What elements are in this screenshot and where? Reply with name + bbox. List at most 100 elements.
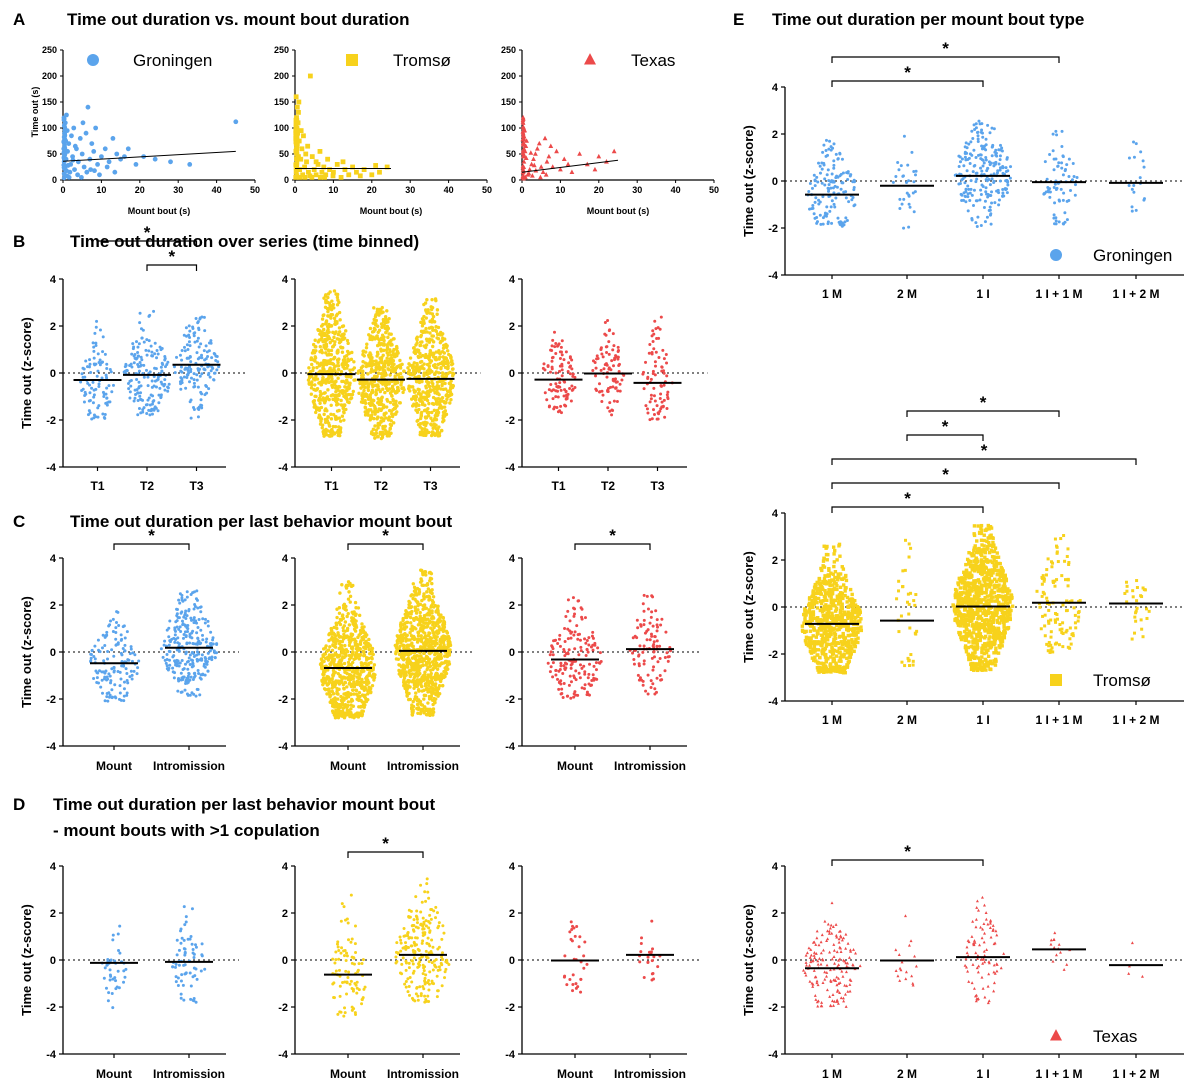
data-point bbox=[406, 658, 409, 661]
data-point bbox=[355, 651, 358, 654]
data-point bbox=[180, 677, 183, 680]
data-point bbox=[419, 340, 422, 343]
y-tick-label: 0 bbox=[282, 647, 288, 659]
data-point bbox=[377, 170, 382, 175]
data-point bbox=[133, 397, 136, 400]
data-point bbox=[176, 690, 179, 693]
data-point bbox=[363, 634, 366, 637]
data-point bbox=[644, 361, 647, 364]
data-point bbox=[360, 400, 363, 403]
data-point bbox=[420, 679, 423, 682]
data-point bbox=[186, 626, 189, 629]
data-point bbox=[544, 391, 547, 394]
data-point bbox=[545, 398, 548, 401]
data-point bbox=[420, 620, 423, 623]
data-point bbox=[298, 175, 303, 180]
data-point bbox=[661, 349, 664, 352]
data-point bbox=[233, 119, 238, 124]
data-point bbox=[214, 355, 217, 358]
data-point bbox=[432, 595, 435, 598]
panel-c-title: Time out duration per last behavior moun… bbox=[70, 512, 453, 531]
data-point bbox=[587, 651, 590, 654]
data-point bbox=[193, 408, 196, 411]
data-point bbox=[174, 620, 177, 623]
legend-label: Texas bbox=[631, 51, 675, 70]
data-point bbox=[173, 671, 176, 674]
data-point bbox=[533, 151, 538, 156]
data-point bbox=[564, 404, 567, 407]
data-point bbox=[647, 608, 650, 611]
data-point bbox=[189, 400, 192, 403]
data-point bbox=[329, 380, 332, 383]
data-point bbox=[398, 359, 401, 362]
data-point bbox=[186, 679, 189, 682]
data-point bbox=[411, 628, 414, 631]
data-point bbox=[310, 393, 313, 396]
data-point bbox=[333, 332, 336, 335]
data-point bbox=[547, 662, 550, 665]
data-point bbox=[185, 335, 188, 338]
data-point bbox=[643, 644, 646, 647]
data-point bbox=[415, 599, 418, 602]
data-point bbox=[214, 656, 217, 659]
data-point bbox=[434, 682, 437, 685]
data-point bbox=[592, 679, 595, 682]
data-point bbox=[186, 368, 189, 371]
data-point bbox=[570, 384, 573, 387]
data-point bbox=[338, 318, 341, 321]
data-point bbox=[359, 643, 362, 646]
data-point bbox=[129, 652, 132, 655]
data-point bbox=[442, 622, 445, 625]
data-point bbox=[377, 311, 380, 314]
data-point bbox=[430, 687, 433, 690]
data-point bbox=[120, 699, 123, 702]
data-point bbox=[209, 642, 212, 645]
data-point bbox=[368, 643, 371, 646]
data-point bbox=[433, 320, 436, 323]
data-point bbox=[551, 675, 554, 678]
data-point bbox=[433, 364, 436, 367]
data-point bbox=[199, 642, 202, 645]
y-tick-label: 2 bbox=[282, 321, 288, 333]
data-point bbox=[341, 325, 344, 328]
data-point bbox=[336, 398, 339, 401]
y-tick-label: 2 bbox=[509, 600, 515, 612]
data-point bbox=[334, 651, 337, 654]
data-point bbox=[135, 340, 138, 343]
data-point bbox=[195, 589, 198, 592]
data-point bbox=[448, 401, 451, 404]
data-point bbox=[328, 398, 331, 401]
data-point bbox=[200, 659, 203, 662]
data-point bbox=[104, 413, 107, 416]
data-point bbox=[422, 329, 425, 332]
data-point bbox=[429, 577, 432, 580]
data-point bbox=[425, 713, 428, 716]
data-point bbox=[338, 713, 341, 716]
data-point bbox=[204, 621, 207, 624]
data-point bbox=[398, 663, 401, 666]
data-point bbox=[423, 646, 426, 649]
data-point bbox=[127, 382, 130, 385]
data-point bbox=[383, 372, 386, 375]
data-point bbox=[427, 622, 430, 625]
data-point bbox=[331, 386, 334, 389]
data-point bbox=[322, 678, 325, 681]
data-point bbox=[323, 409, 326, 412]
y-tick-label: 2 bbox=[282, 600, 288, 612]
data-point bbox=[423, 409, 426, 412]
data-point bbox=[661, 366, 664, 369]
data-point bbox=[205, 638, 208, 641]
data-point bbox=[440, 646, 443, 649]
data-point bbox=[320, 324, 323, 327]
data-point bbox=[643, 387, 646, 390]
data-point bbox=[336, 298, 339, 301]
data-point bbox=[358, 647, 361, 650]
x-axis-title: Mount bout (s) bbox=[587, 206, 649, 216]
data-point bbox=[318, 415, 321, 418]
data-point bbox=[326, 296, 329, 299]
data-point bbox=[352, 692, 355, 695]
data-point bbox=[339, 340, 342, 343]
data-point bbox=[192, 652, 195, 655]
data-point bbox=[348, 654, 351, 657]
